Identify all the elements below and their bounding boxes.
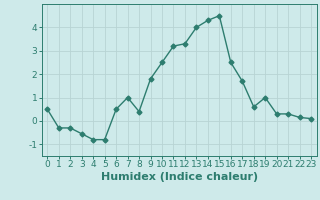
X-axis label: Humidex (Indice chaleur): Humidex (Indice chaleur)	[100, 172, 258, 182]
